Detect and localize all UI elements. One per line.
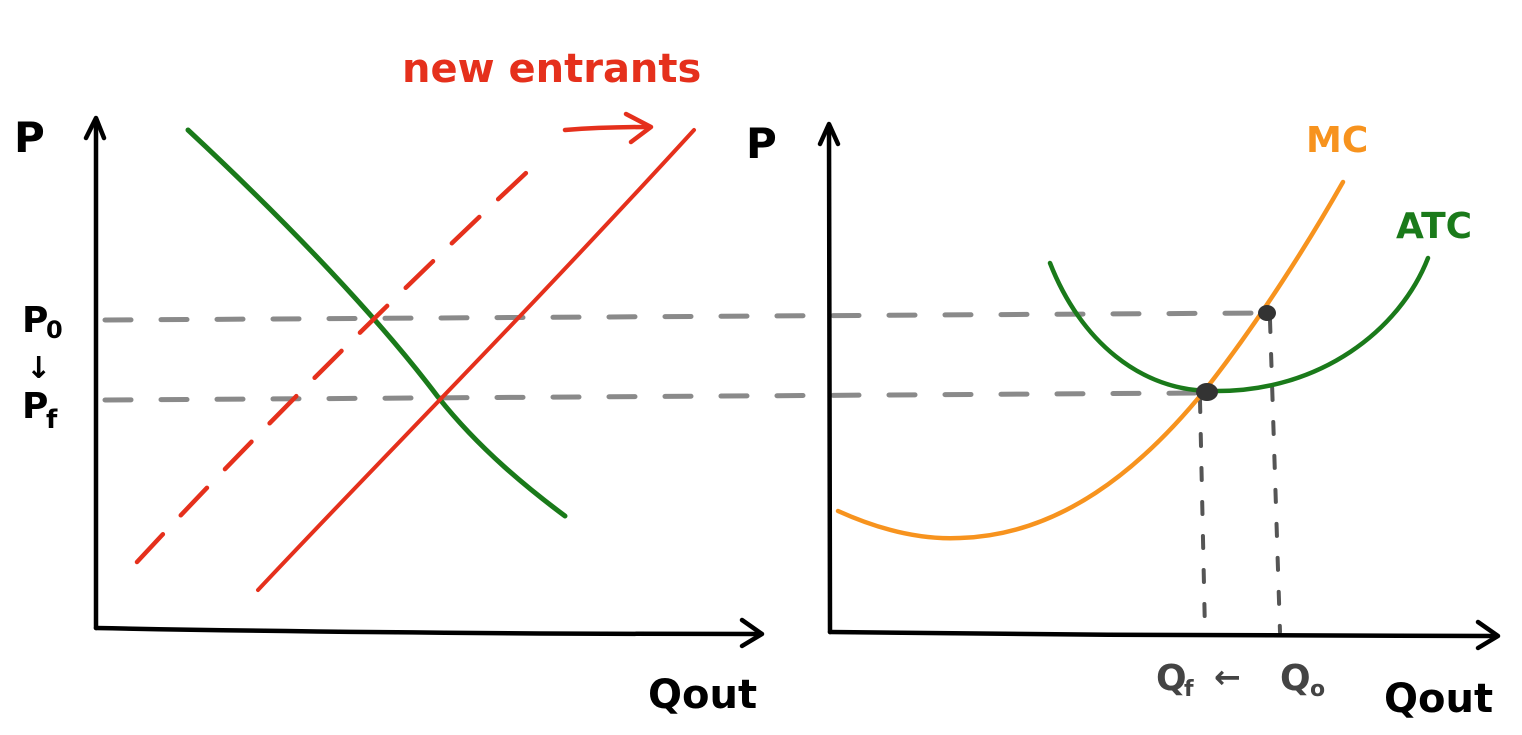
q-initial-label: Q (1280, 658, 1311, 699)
price-initial-label: P (22, 300, 48, 341)
atc-curve (1047, 255, 1431, 394)
mc-label: MC (1306, 120, 1368, 161)
firm-y-axis (826, 123, 833, 635)
shift-right-arrow (562, 111, 654, 145)
price-down-arrow: ↓ (26, 351, 51, 386)
price-final-label: P (22, 386, 48, 427)
firm-x-axis-arrowhead (1475, 619, 1501, 651)
market-x-axis-label: Qout (648, 672, 757, 718)
q-initial-guide (1268, 318, 1282, 634)
q-final-subscript: f (1184, 677, 1194, 702)
supply-initial-curve (134, 157, 543, 565)
market-y-axis-arrowhead (83, 115, 107, 141)
short-run-equilibrium-point (1258, 305, 1276, 321)
market-x-axis-arrowhead (739, 617, 765, 649)
q-shrink-arrow: ← (1214, 658, 1241, 696)
new-entrants-annotation: new entrants (402, 46, 701, 92)
demand-curve (185, 127, 568, 519)
mc-curve (835, 179, 1346, 541)
firm-y-axis-arrowhead (817, 121, 841, 147)
firm-panel: P Qout MC ATC Q f ← Q o (746, 119, 1501, 722)
supply-shifted-curve (256, 128, 696, 592)
price-final-guide (102, 390, 1203, 403)
firm-x-axis (827, 629, 1499, 639)
market-y-axis-label: P (14, 113, 45, 162)
market-panel: P Qout P 0 ↓ P f new entrants (14, 46, 1265, 718)
q-final-label: Q (1156, 658, 1187, 699)
atc-label: ATC (1396, 206, 1472, 247)
long-run-equilibrium-point (1196, 383, 1218, 401)
market-x-axis (93, 625, 763, 637)
firm-x-axis-label: Qout (1384, 676, 1493, 722)
q-final-guide (1198, 398, 1207, 634)
price-initial-subscript: 0 (46, 316, 63, 344)
price-final-subscript: f (46, 405, 58, 435)
q-initial-subscript: o (1310, 677, 1325, 702)
price-initial-guide (102, 310, 1265, 323)
firm-y-axis-label: P (746, 119, 777, 168)
